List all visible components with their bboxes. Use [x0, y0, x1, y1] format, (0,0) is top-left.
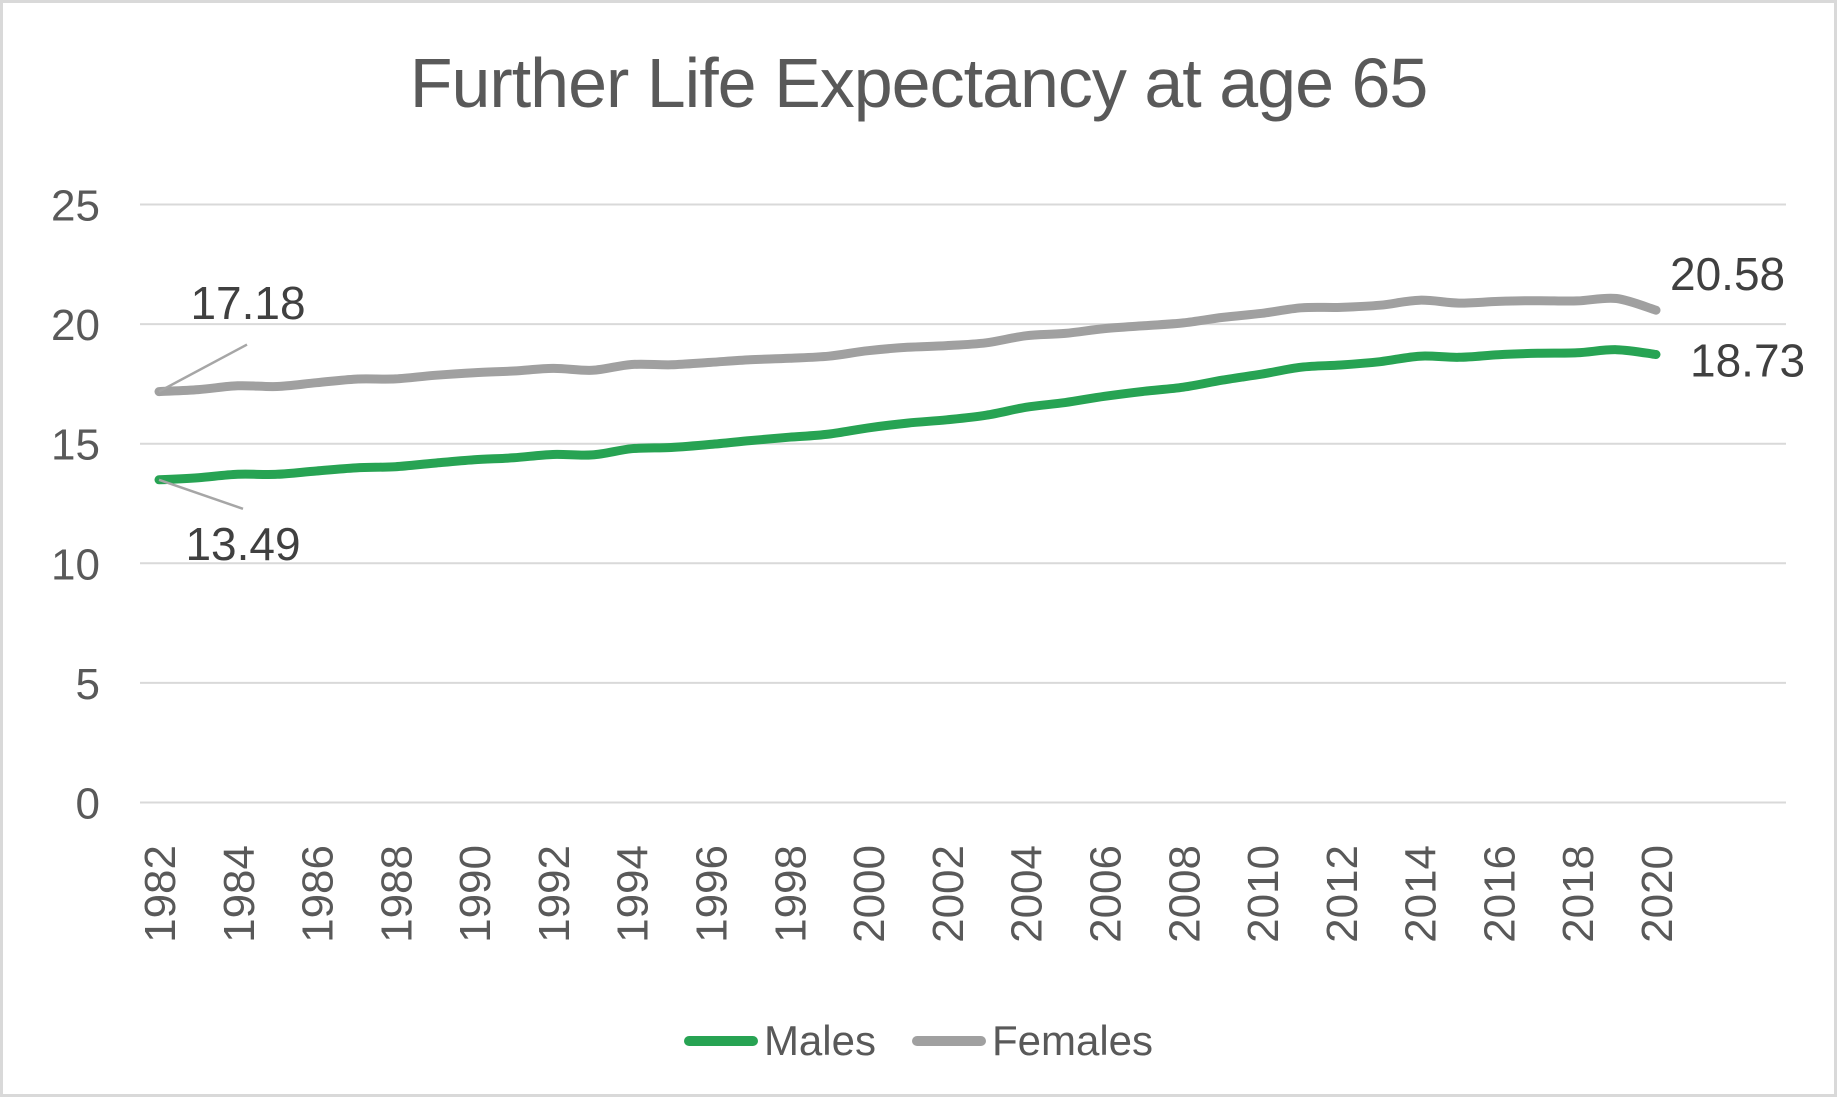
males-end-data-label: 18.73 — [1690, 334, 1805, 386]
x-axis-tick-label: 2020 — [1633, 845, 1682, 943]
x-axis-tick-label: 1992 — [530, 845, 579, 943]
x-axis-tick-label: 2018 — [1554, 845, 1603, 943]
females-start-data-label: 17.18 — [190, 277, 305, 329]
x-axis-tick-label: 1984 — [215, 845, 264, 943]
x-axis-tick-label: 1994 — [609, 845, 658, 943]
legend-item-males: Males — [683, 1017, 876, 1065]
legend-label-females: Females — [991, 1017, 1154, 1064]
y-axis-tick-label: 5 — [76, 660, 100, 709]
males-start-data-label: 13.49 — [185, 518, 300, 570]
y-axis-tick-label: 20 — [51, 301, 100, 350]
x-axis-tick-label: 1988 — [372, 845, 421, 943]
x-axis-tick-label: 2004 — [1003, 845, 1052, 943]
legend-item-females: Females — [911, 1017, 1154, 1065]
x-axis-tick-label: 1996 — [688, 845, 737, 943]
legend-label-males: Males — [763, 1017, 876, 1064]
chart-title: Further Life Expectancy at age 65 — [409, 44, 1429, 122]
legend: Males Females — [3, 1017, 1834, 1065]
y-axis-tick-label: 10 — [51, 540, 100, 589]
x-axis-tick-label: 2006 — [1081, 845, 1130, 943]
males-line — [154, 345, 1661, 485]
x-axis-tick-label: 2012 — [1318, 845, 1367, 943]
x-axis-tick-label: 1986 — [294, 845, 343, 943]
females-line — [154, 293, 1661, 397]
x-axis-tick-label: 2000 — [845, 845, 894, 943]
females-start-leader-line — [158, 343, 248, 393]
y-axis-tick-label: 25 — [51, 182, 100, 231]
x-axis-tick-label: 1990 — [451, 845, 500, 943]
x-axis-tick-label: 2002 — [924, 845, 973, 943]
males-start-leader-line — [158, 478, 244, 511]
x-axis-tick-label: 2014 — [1397, 845, 1446, 943]
females-line-swatch-icon — [911, 1036, 986, 1046]
x-axis-tick-label: 2016 — [1475, 845, 1524, 943]
x-axis-tick-label: 1998 — [766, 845, 815, 943]
y-axis-tick-label: 15 — [51, 421, 100, 470]
females-end-data-label: 20.58 — [1670, 248, 1785, 300]
x-axis-tick-label: 2008 — [1160, 845, 1209, 943]
plot-area: 0 5 10 15 20 25 1982 1984 1986 1988 1990 1992 1994 19… — [51, 182, 1805, 943]
males-line-swatch-icon — [683, 1036, 758, 1046]
y-axis-tick-label: 0 — [76, 780, 100, 829]
x-axis-tick-label: 2010 — [1239, 845, 1288, 943]
x-axis-tick-label: 1982 — [136, 845, 185, 943]
